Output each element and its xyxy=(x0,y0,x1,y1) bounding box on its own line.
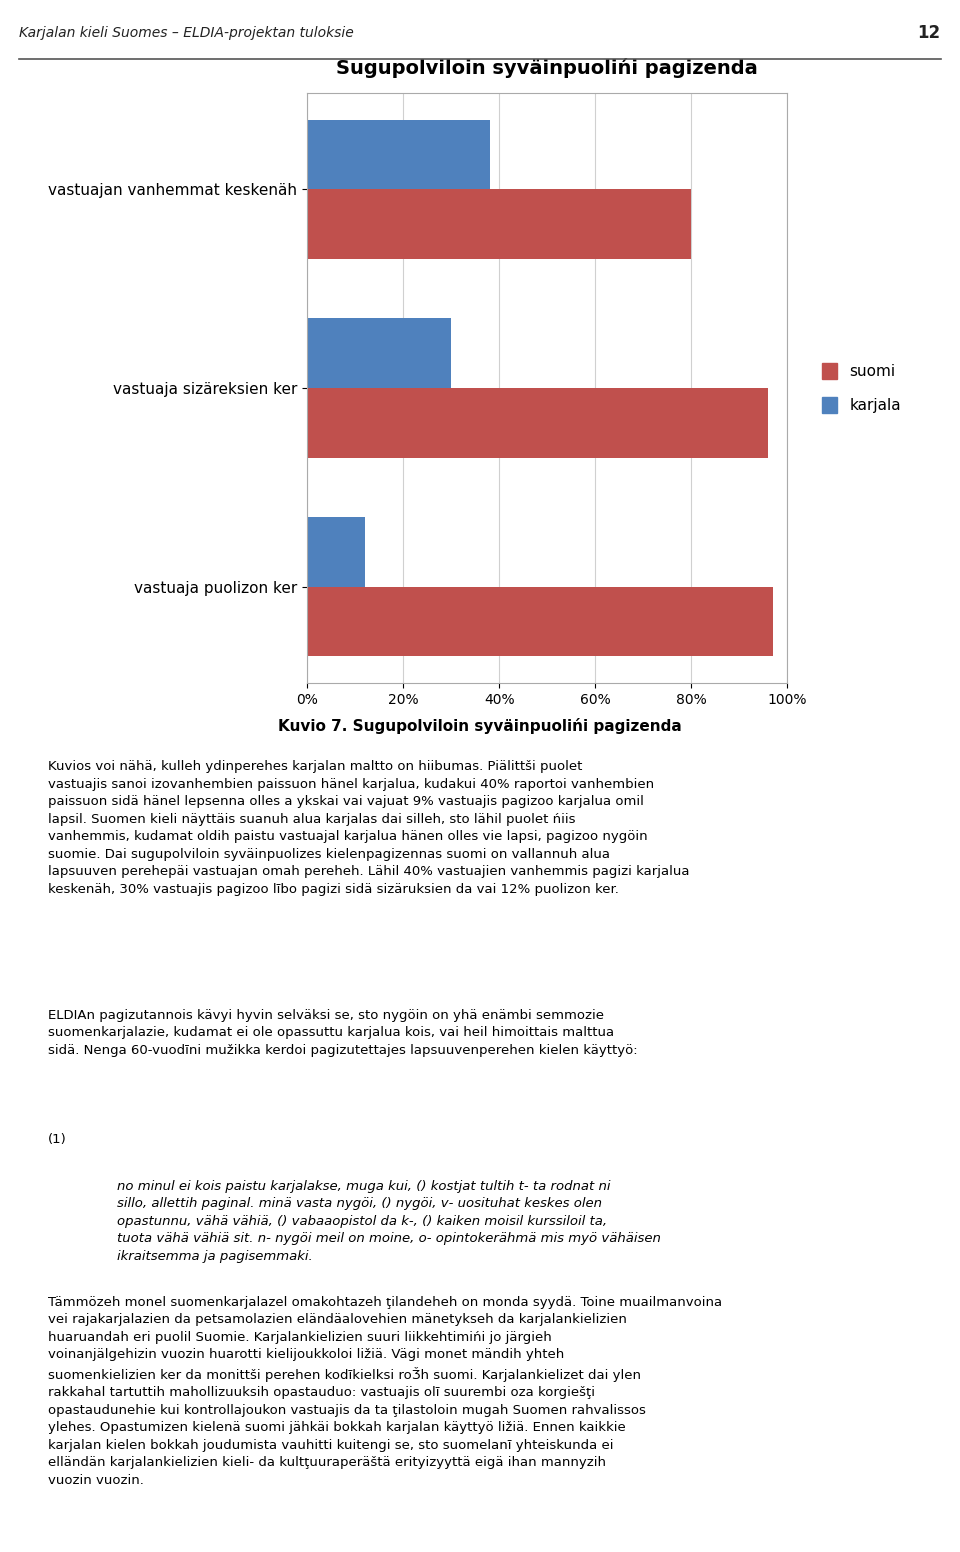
Text: Tämmözeh monel suomenkarjalazel omakohtazeh ţilandeheh on monda syydä. Toine mua: Tämmözeh monel suomenkarjalazel omakohta… xyxy=(48,1296,722,1487)
Bar xyxy=(307,318,451,388)
Bar xyxy=(307,120,490,189)
Title: Sugupolviloin syväinpuolińi pagizenda: Sugupolviloin syväinpuolińi pagizenda xyxy=(336,57,758,78)
Text: Kuvios voi nähä, kulleh ydinperehes karjalan maltto on hiibumas. Piälittši puole: Kuvios voi nähä, kulleh ydinperehes karj… xyxy=(48,760,689,896)
Bar xyxy=(307,388,768,458)
Text: 12: 12 xyxy=(918,25,941,42)
Bar xyxy=(307,517,365,587)
Bar xyxy=(307,587,773,656)
Text: ELDIAn pagizutannois kävyi hyvin selväksi se, sto nygöin on yhä enämbi semmozie
: ELDIAn pagizutannois kävyi hyvin selväks… xyxy=(48,1009,637,1057)
Text: no minul ei kois paistu karjalakse, muga kui, () kostjat tultih t- ta rodnat ni
: no minul ei kois paistu karjalakse, muga… xyxy=(117,1180,661,1262)
Text: Karjalan kieli Suomes – ELDIA-projektan tuloksie: Karjalan kieli Suomes – ELDIA-projektan … xyxy=(19,26,354,40)
Legend: suomi, karjala: suomi, karjala xyxy=(814,355,908,421)
Text: Kuvio 7. Sugupolviloin syväinpuolińi pagizenda: Kuvio 7. Sugupolviloin syväinpuolińi pag… xyxy=(278,717,682,734)
Text: (1): (1) xyxy=(48,1133,67,1145)
Bar xyxy=(307,189,691,259)
